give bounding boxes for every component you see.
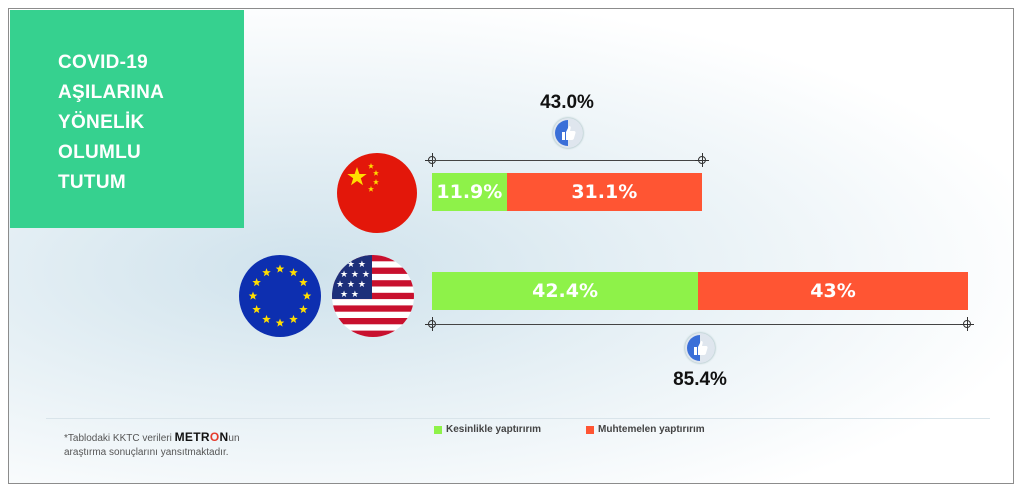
china-axis-end-marker bbox=[695, 153, 709, 167]
title-line-4: OLUMLU bbox=[58, 142, 142, 163]
legend-label-muhtemelen: Muhtemelen yaptırırım bbox=[598, 424, 705, 435]
legend-item-muhtemelen: Muhtemelen yaptırırım bbox=[586, 424, 705, 435]
thumbs-up-icon bbox=[685, 333, 715, 363]
footer-divider bbox=[46, 418, 990, 419]
eu-star bbox=[275, 264, 285, 273]
legend-swatch-kesinlikle bbox=[434, 425, 442, 434]
eu-usa-axis-line bbox=[432, 324, 968, 325]
legend-item-kesinlikle: Kesinlikle yaptırırım bbox=[434, 424, 541, 435]
eu-star bbox=[289, 268, 298, 277]
eu-star bbox=[252, 278, 261, 287]
eu-star bbox=[262, 268, 271, 277]
eu-star bbox=[248, 291, 258, 300]
bar-eu-usa-kesinlikle: 42.4% bbox=[432, 272, 699, 310]
svg-text:★ ★: ★ ★ bbox=[340, 290, 359, 300]
title-line-2: AŞILARINA bbox=[58, 82, 165, 103]
footnote-line-2: araştırma sonuçlarını yansıtmaktadır. bbox=[64, 447, 229, 458]
svg-text:★ ★ ★: ★ ★ ★ bbox=[340, 270, 370, 280]
eu-star bbox=[299, 305, 308, 314]
metron-logo: METRON bbox=[174, 430, 229, 444]
eu-star bbox=[302, 291, 312, 300]
svg-text:★ ★ ★: ★ ★ ★ bbox=[336, 260, 366, 270]
china-axis-line bbox=[432, 160, 703, 161]
eu-star bbox=[262, 314, 271, 324]
footnote-suffix: un bbox=[228, 433, 240, 444]
china-total-label: 43.0% bbox=[540, 92, 594, 113]
title-line-5: TUTUM bbox=[58, 172, 126, 193]
svg-text:★ ★ ★: ★ ★ ★ bbox=[336, 280, 366, 290]
china-flag bbox=[337, 153, 417, 233]
legend-swatch-muhtemelen bbox=[586, 425, 594, 434]
bar-china-muhtemelen: 31.1% bbox=[506, 173, 702, 211]
eu-usa-total-label: 85.4% bbox=[673, 369, 727, 390]
title-line-1: COVID-19 bbox=[58, 52, 149, 73]
eu-star bbox=[289, 314, 298, 324]
bar-china-kesinlikle: 11.9% bbox=[432, 173, 507, 211]
eu-usa-axis-end-marker bbox=[960, 317, 974, 331]
bar-eu-usa-muhtemelen: 43% bbox=[698, 272, 968, 310]
footnote-prefix: *Tablodaki KKTC verileri bbox=[64, 433, 172, 444]
footnote: *Tablodaki KKTC verileri METRONun araştı… bbox=[64, 430, 240, 460]
legend-label-kesinlikle: Kesinlikle yaptırırım bbox=[446, 424, 542, 435]
title-panel: COVID-19 AŞILARINA YÖNELİK OLUMLU TUTUM bbox=[10, 10, 244, 228]
eu-star bbox=[299, 278, 308, 287]
usa-flag: ★ ★ ★ ★ ★ ★ ★ ★ ★ ★ ★ bbox=[332, 255, 414, 337]
eu-star bbox=[275, 318, 285, 327]
eu-star bbox=[252, 305, 261, 314]
title-line-3: YÖNELİK bbox=[58, 112, 145, 133]
eu-flag bbox=[239, 255, 321, 337]
thumbs-up-icon bbox=[553, 118, 583, 148]
